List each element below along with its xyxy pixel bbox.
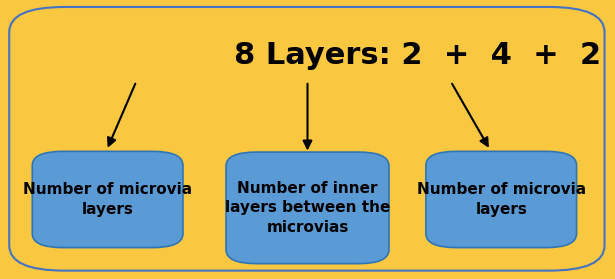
Text: Number of inner
layers between the
microvias: Number of inner layers between the micro… [225,181,390,235]
Text: Number of microvia
layers: Number of microvia layers [23,182,192,217]
FancyBboxPatch shape [426,151,576,248]
FancyBboxPatch shape [32,151,183,248]
FancyBboxPatch shape [9,7,605,271]
FancyBboxPatch shape [226,152,389,264]
Text: 8 Layers: 2  +  4  +  2: 8 Layers: 2 + 4 + 2 [234,41,601,70]
Text: Number of microvia
layers: Number of microvia layers [417,182,585,217]
